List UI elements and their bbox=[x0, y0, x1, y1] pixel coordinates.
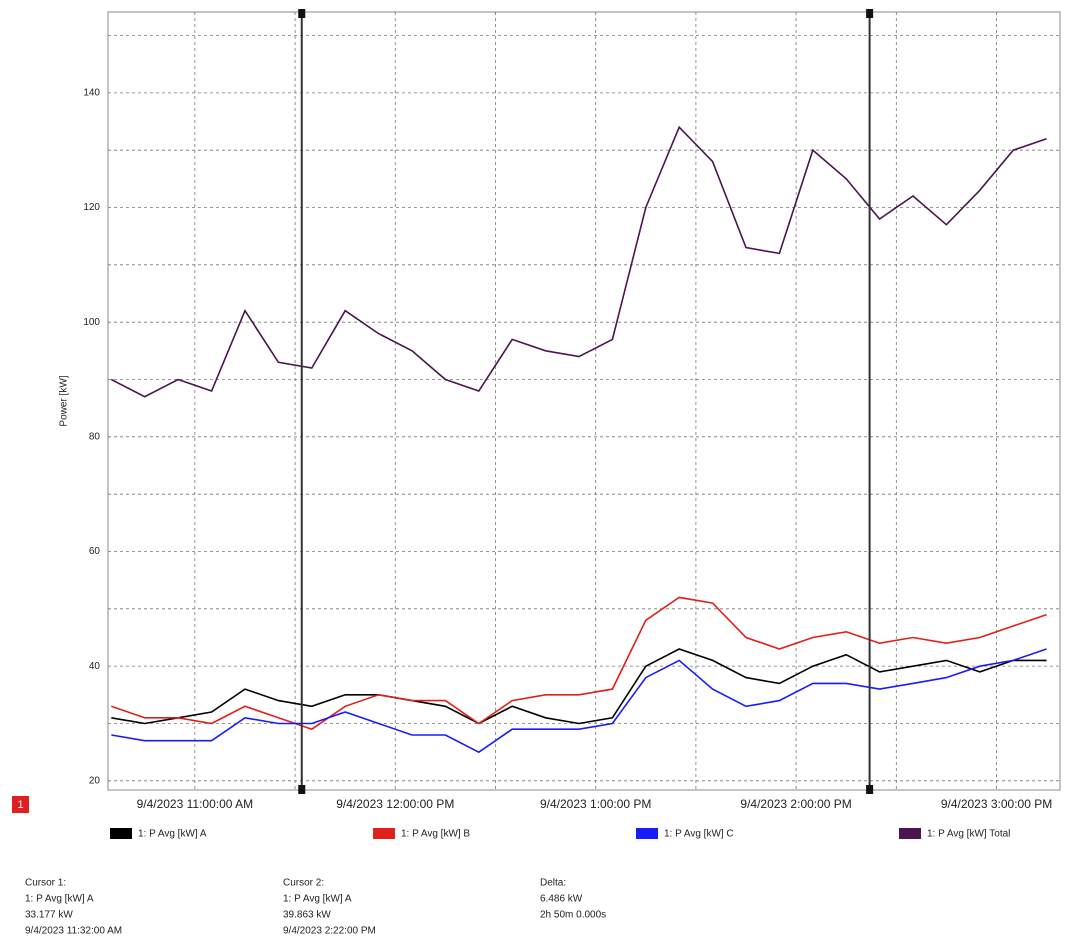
legend-label: 1: P Avg [kW] A bbox=[138, 829, 207, 840]
series-line bbox=[111, 596, 1047, 731]
cursor-label: Cursor 1: bbox=[25, 878, 66, 889]
x-tick-label: 9/4/2023 12:00:00 PM bbox=[336, 797, 454, 811]
cursor-series: 1: P Avg [kW] A bbox=[283, 894, 352, 905]
y-tick-label: 20 bbox=[89, 775, 101, 786]
y-tick-label: 100 bbox=[83, 317, 100, 328]
x-tick-label: 9/4/2023 11:00:00 AM bbox=[137, 797, 254, 811]
y-tick-label: 80 bbox=[89, 431, 101, 442]
badge[interactable] bbox=[12, 796, 29, 813]
y-axis-label: Power [kW] bbox=[59, 375, 70, 426]
cursor-handle bbox=[298, 9, 306, 18]
legend-swatch bbox=[110, 828, 132, 839]
delta-label: Delta: bbox=[540, 878, 566, 889]
cursor-time: 9/4/2023 2:22:00 PM bbox=[283, 926, 376, 937]
cursor-label: Cursor 2: bbox=[283, 878, 324, 889]
legend-label: 1: P Avg [kW] C bbox=[664, 829, 734, 840]
cursor-handle bbox=[866, 9, 874, 18]
x-tick-label: 9/4/2023 3:00:00 PM bbox=[941, 797, 1052, 811]
y-tick-label: 120 bbox=[83, 202, 100, 213]
legend-label: 1: P Avg [kW] B bbox=[401, 829, 470, 840]
cursor-handle bbox=[866, 785, 874, 794]
legend-swatch bbox=[373, 828, 395, 839]
legend-label: 1: P Avg [kW] Total bbox=[927, 829, 1010, 840]
y-tick-label: 60 bbox=[89, 546, 101, 557]
badge-label: 1 bbox=[17, 799, 23, 811]
series-line bbox=[111, 648, 1047, 725]
x-tick-label: 9/4/2023 1:00:00 PM bbox=[540, 797, 651, 811]
series-line bbox=[110, 125, 1047, 398]
x-tick-label: 9/4/2023 2:00:00 PM bbox=[740, 797, 851, 811]
cursor-series: 1: P Avg [kW] A bbox=[25, 894, 94, 905]
cursor-handle bbox=[298, 785, 306, 794]
legend-swatch bbox=[899, 828, 921, 839]
y-tick-label: 140 bbox=[83, 87, 100, 98]
legend-swatch bbox=[636, 828, 658, 839]
series-line bbox=[111, 648, 1047, 754]
delta-time: 2h 50m 0.000s bbox=[540, 910, 606, 921]
cursor-value: 33.177 kW bbox=[25, 910, 73, 921]
cursor-time: 9/4/2023 11:32:00 AM bbox=[25, 926, 122, 937]
cursor-value: 39.863 kW bbox=[283, 910, 331, 921]
delta-value: 6.486 kW bbox=[540, 894, 583, 905]
plot-area bbox=[107, 11, 1061, 791]
y-tick-label: 40 bbox=[89, 661, 101, 672]
